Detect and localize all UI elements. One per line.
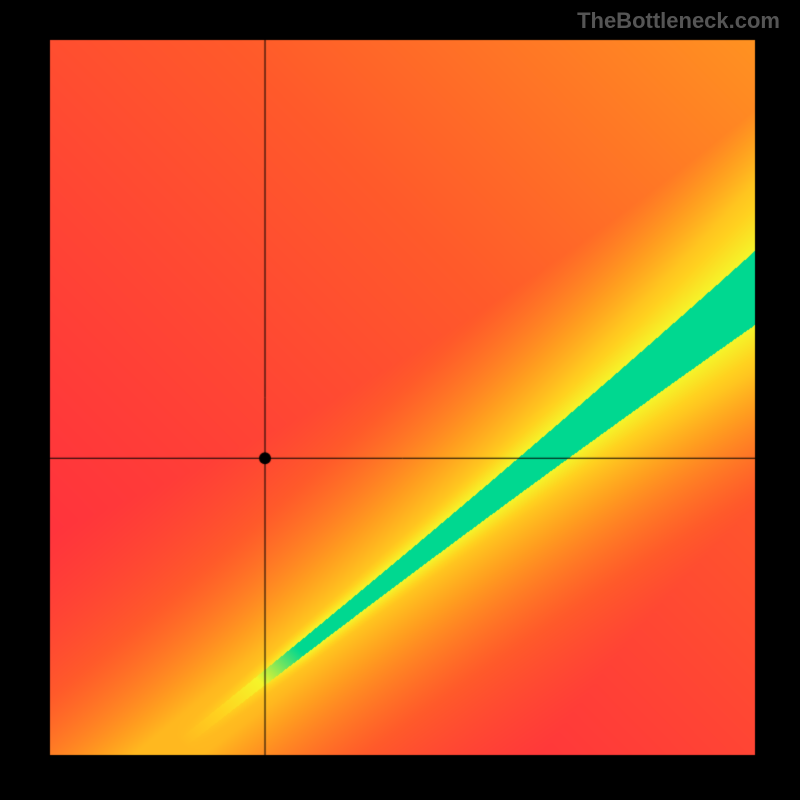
chart-container: TheBottleneck.com bbox=[0, 0, 800, 800]
watermark-text: TheBottleneck.com bbox=[577, 8, 780, 34]
bottleneck-heatmap bbox=[0, 0, 800, 800]
